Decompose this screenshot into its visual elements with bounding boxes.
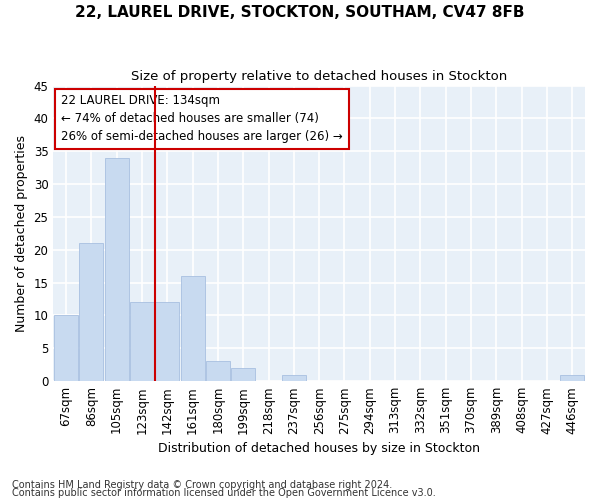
- Bar: [231, 368, 255, 381]
- Text: 22, LAUREL DRIVE, STOCKTON, SOUTHAM, CV47 8FB: 22, LAUREL DRIVE, STOCKTON, SOUTHAM, CV4…: [75, 5, 525, 20]
- Bar: [155, 302, 179, 381]
- Bar: [282, 374, 306, 381]
- Bar: [560, 374, 584, 381]
- Bar: [206, 362, 230, 381]
- Title: Size of property relative to detached houses in Stockton: Size of property relative to detached ho…: [131, 70, 507, 83]
- Text: 22 LAUREL DRIVE: 134sqm
← 74% of detached houses are smaller (74)
26% of semi-de: 22 LAUREL DRIVE: 134sqm ← 74% of detache…: [61, 94, 343, 144]
- Bar: [130, 302, 154, 381]
- Bar: [54, 316, 78, 381]
- Bar: [104, 158, 128, 381]
- Text: Contains public sector information licensed under the Open Government Licence v3: Contains public sector information licen…: [12, 488, 436, 498]
- Bar: [181, 276, 205, 381]
- Bar: [79, 243, 103, 381]
- Text: Contains HM Land Registry data © Crown copyright and database right 2024.: Contains HM Land Registry data © Crown c…: [12, 480, 392, 490]
- Y-axis label: Number of detached properties: Number of detached properties: [15, 135, 28, 332]
- X-axis label: Distribution of detached houses by size in Stockton: Distribution of detached houses by size …: [158, 442, 480, 455]
